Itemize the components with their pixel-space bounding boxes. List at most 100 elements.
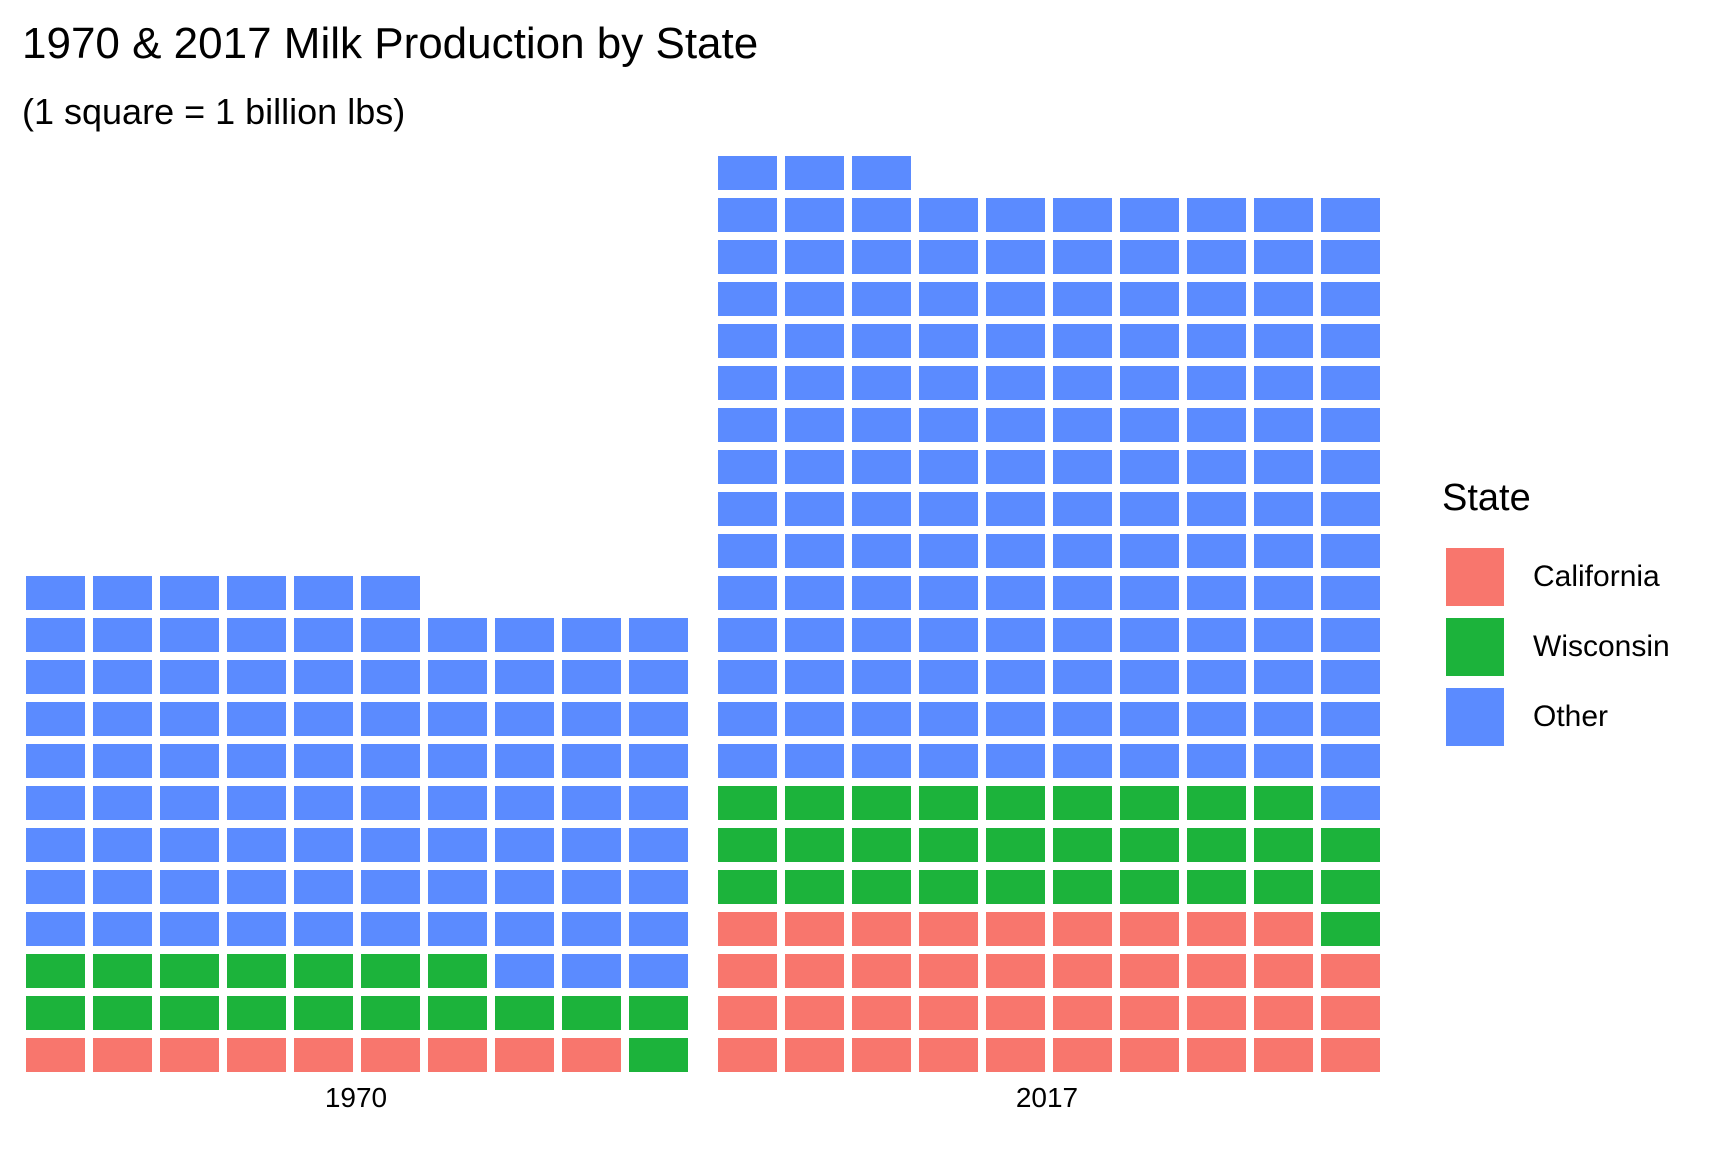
waffle-tile-other (1053, 450, 1112, 484)
waffle-tile-other (93, 912, 152, 946)
waffle-tile-california (852, 954, 911, 988)
waffle-tile-other (1187, 324, 1246, 358)
waffle-tile-california (1187, 954, 1246, 988)
facet-label-2017: 2017 (1015, 1082, 1079, 1113)
waffle-tile-other (1120, 282, 1179, 316)
waffle-tile-other (495, 660, 554, 694)
waffle-tile-other (1254, 408, 1313, 442)
waffle-tile-wisconsin (629, 1038, 688, 1072)
waffle-tile-other (1053, 492, 1112, 526)
waffle-tile-other (718, 324, 777, 358)
waffle-tile-other (1120, 660, 1179, 694)
waffle-tile-other (227, 702, 286, 736)
waffle-tile-other (1254, 534, 1313, 568)
waffle-tile-other (785, 408, 844, 442)
waffle-tile-other (562, 660, 621, 694)
waffle-tile-other (361, 828, 420, 862)
waffle-tile-other (562, 744, 621, 778)
waffle-tile-other (629, 870, 688, 904)
waffle-tile-other (227, 786, 286, 820)
waffle-tile-other (1254, 450, 1313, 484)
waffle-tile-wisconsin (785, 828, 844, 862)
waffle-tile-wisconsin (1254, 786, 1313, 820)
waffle-tile-california (986, 954, 1045, 988)
waffle-tile-other (160, 870, 219, 904)
waffle-tile-other (986, 744, 1045, 778)
waffle-tile-other (1053, 324, 1112, 358)
waffle-tile-other (629, 828, 688, 862)
waffle-tile-other (160, 702, 219, 736)
waffle-tile-other (1321, 240, 1380, 274)
waffle-tile-other (785, 324, 844, 358)
waffle-tile-other (1120, 408, 1179, 442)
waffle-tile-other (919, 198, 978, 232)
waffle-tile-other (1321, 744, 1380, 778)
waffle-tile-other (1053, 660, 1112, 694)
waffle-tile-other (785, 156, 844, 190)
waffle-tile-other (26, 618, 85, 652)
waffle-tile-other (1321, 702, 1380, 736)
waffle-tile-other (294, 618, 353, 652)
waffle-tile-california (1120, 954, 1179, 988)
waffle-tile-california (160, 1038, 219, 1072)
waffle-tile-other (26, 786, 85, 820)
waffle-tile-other (785, 282, 844, 316)
waffle-tile-wisconsin (495, 996, 554, 1030)
waffle-tile-other (26, 828, 85, 862)
waffle-tile-other (718, 282, 777, 316)
waffle-tile-california (93, 1038, 152, 1072)
waffle-tile-wisconsin (294, 954, 353, 988)
waffle-tile-other (294, 912, 353, 946)
waffle-tile-other (562, 786, 621, 820)
waffle-tile-other (1187, 408, 1246, 442)
waffle-tile-other (26, 744, 85, 778)
waffle-tile-other (1321, 534, 1380, 568)
waffle-tile-other (919, 408, 978, 442)
waffle-tile-wisconsin (428, 954, 487, 988)
waffle-tile-other (785, 744, 844, 778)
waffle-tile-other (1321, 282, 1380, 316)
waffle-tile-california (26, 1038, 85, 1072)
waffle-tile-other (629, 954, 688, 988)
waffle-tile-other (852, 240, 911, 274)
waffle-tile-wisconsin (852, 786, 911, 820)
legend-label-california: California (1533, 560, 1660, 593)
waffle-tile-california (1254, 1038, 1313, 1072)
waffle-tile-other (1187, 366, 1246, 400)
waffle-tile-wisconsin (1120, 786, 1179, 820)
waffle-tile-other (294, 786, 353, 820)
waffle-tile-other (1254, 492, 1313, 526)
waffle-tile-other (785, 450, 844, 484)
waffle-tile-wisconsin (1321, 828, 1380, 862)
waffle-tile-other (495, 786, 554, 820)
waffle-tile-other (1321, 576, 1380, 610)
waffle-tile-other (294, 576, 353, 610)
waffle-tile-other (718, 450, 777, 484)
waffle-tile-other (852, 576, 911, 610)
waffle-tile-other (718, 408, 777, 442)
waffle-tile-other (93, 786, 152, 820)
waffle-tile-other (495, 744, 554, 778)
waffle-tile-california (718, 1038, 777, 1072)
waffle-tile-other (629, 660, 688, 694)
waffle-tile-other (1187, 744, 1246, 778)
waffle-tile-wisconsin (294, 996, 353, 1030)
waffle-tile-other (562, 618, 621, 652)
waffle-tile-california (919, 996, 978, 1030)
waffle-tile-other (785, 618, 844, 652)
waffle-tile-other (227, 744, 286, 778)
waffle-tile-other (361, 576, 420, 610)
waffle-tile-other (785, 492, 844, 526)
waffle-tile-other (1120, 198, 1179, 232)
waffle-tile-other (852, 366, 911, 400)
waffle-tile-other (1187, 282, 1246, 316)
waffle-tile-other (1187, 702, 1246, 736)
waffle-tile-other (428, 870, 487, 904)
waffle-tile-other (629, 786, 688, 820)
waffle-tile-other (428, 786, 487, 820)
waffle-tile-other (1053, 576, 1112, 610)
waffle-tile-california (294, 1038, 353, 1072)
waffle-tile-other (1120, 534, 1179, 568)
waffle-tile-other (1254, 744, 1313, 778)
waffle-tile-other (428, 618, 487, 652)
